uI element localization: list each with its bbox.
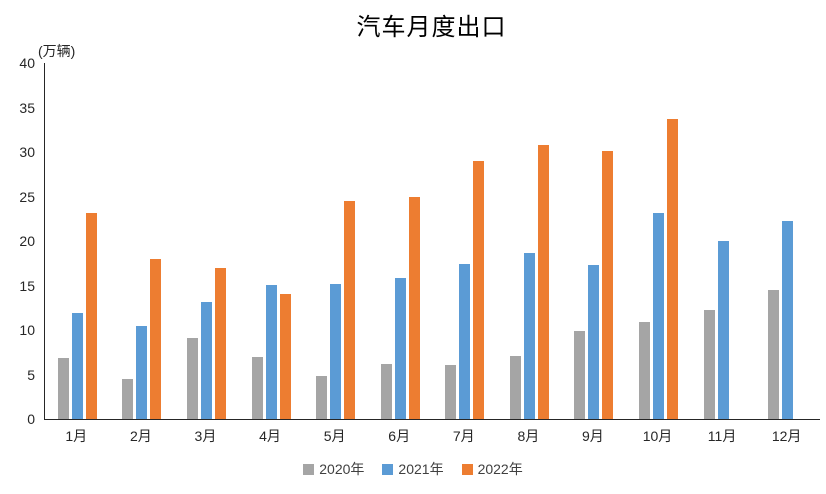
bar-series-2-month-8 bbox=[523, 252, 535, 419]
y-tick-label-20: 20 bbox=[19, 233, 35, 249]
bar-series-2-month-9 bbox=[588, 265, 600, 419]
bar-group-month-10 bbox=[626, 63, 691, 419]
x-tick-label-7: 7月 bbox=[452, 428, 475, 444]
x-tick-label-12: 12月 bbox=[771, 428, 802, 444]
bar-group-month-1 bbox=[45, 63, 110, 419]
bar-series-3-month-4 bbox=[279, 293, 291, 419]
bar-series-2-month-12 bbox=[782, 221, 794, 419]
bar-series-2-month-10 bbox=[652, 213, 664, 419]
bar-series-2-month-1 bbox=[71, 313, 83, 419]
legend-label: 2021年 bbox=[398, 461, 444, 477]
bar-group-month-3 bbox=[174, 63, 239, 419]
bar-group-month-11 bbox=[691, 63, 756, 419]
bar-series-1-month-10 bbox=[638, 322, 650, 419]
bar-series-3-month-2 bbox=[150, 258, 162, 419]
x-tick-label-4: 4月 bbox=[259, 428, 281, 444]
bar-series-3-month-3 bbox=[214, 267, 226, 419]
x-tick-label-11: 11月 bbox=[707, 428, 737, 444]
plot-area bbox=[44, 63, 820, 420]
y-tick-label-30: 30 bbox=[19, 144, 35, 160]
x-tick-label-8: 8月 bbox=[517, 428, 540, 444]
legend-label: 2022年 bbox=[477, 461, 523, 477]
legend-swatch-icon bbox=[461, 463, 473, 475]
bar-series-1-month-4 bbox=[251, 356, 263, 419]
bar-group-month-2 bbox=[110, 63, 175, 419]
y-tick-label-40: 40 bbox=[19, 55, 35, 71]
y-tick-label-5: 5 bbox=[27, 366, 35, 383]
y-axis-unit-label: (万辆) bbox=[38, 43, 76, 59]
legend-swatch-icon bbox=[303, 463, 315, 475]
bar-series-2-month-5 bbox=[330, 283, 342, 419]
bar-series-1-month-5 bbox=[316, 376, 328, 419]
legend-label: 2020年 bbox=[319, 461, 365, 477]
bar-series-1-month-6 bbox=[380, 363, 392, 419]
legend-item-1: 2020年 bbox=[303, 459, 364, 479]
legend-swatch-icon bbox=[382, 463, 394, 475]
chart-title: 汽车月度出口 bbox=[356, 15, 507, 41]
y-axis-labels: 40 35 30 25 20 15 10 5 0 bbox=[0, 0, 35, 440]
bar-series-3-month-7 bbox=[473, 160, 485, 419]
y-tick-label-35: 35 bbox=[19, 99, 35, 116]
bar-group-month-9 bbox=[562, 63, 627, 419]
bar-group-month-6 bbox=[368, 63, 433, 419]
bar-series-1-month-3 bbox=[186, 338, 198, 419]
y-tick-label-25: 25 bbox=[19, 188, 35, 205]
bar-series-2-month-6 bbox=[394, 278, 406, 419]
bar-series-3-month-10 bbox=[666, 119, 678, 419]
x-tick-label-5: 5月 bbox=[323, 428, 346, 444]
x-tick-label-2: 2月 bbox=[129, 428, 152, 444]
bar-series-1-month-1 bbox=[57, 357, 69, 419]
bar-series-1-month-2 bbox=[122, 378, 134, 419]
y-tick-label-10: 10 bbox=[19, 322, 35, 338]
x-tick-label-9: 9月 bbox=[582, 428, 604, 444]
bar-series-1-month-11 bbox=[703, 310, 715, 419]
bar-series-2-month-4 bbox=[265, 284, 277, 419]
bar-group-month-5 bbox=[303, 63, 368, 419]
bar-series-3-month-1 bbox=[85, 212, 97, 419]
bar-series-2-month-2 bbox=[136, 325, 148, 419]
x-tick-label-1: 1月 bbox=[65, 428, 88, 444]
legend-item-3: 2022年 bbox=[461, 459, 523, 479]
bar-series-1-month-12 bbox=[768, 290, 780, 419]
x-tick-label-10: 10月 bbox=[642, 428, 673, 444]
bar-series-3-month-9 bbox=[602, 151, 614, 419]
bar-series-2-month-11 bbox=[717, 241, 729, 419]
legend-item-2: 2021年 bbox=[382, 459, 444, 479]
bar-series-3-month-8 bbox=[537, 144, 549, 419]
bar-group-month-12 bbox=[755, 63, 820, 419]
x-tick-label-6: 6月 bbox=[388, 428, 411, 444]
bar-series-1-month-8 bbox=[509, 355, 521, 419]
bar-group-month-8 bbox=[497, 63, 562, 419]
legend: 2020年 2021年 2022年 bbox=[0, 459, 826, 479]
bar-series-1-month-7 bbox=[445, 364, 457, 419]
y-tick-label-15: 15 bbox=[19, 277, 35, 294]
x-tick-label-3: 3月 bbox=[194, 428, 217, 444]
bar-series-2-month-3 bbox=[200, 301, 212, 419]
bar-series-1-month-9 bbox=[574, 330, 586, 419]
bar-series-3-month-6 bbox=[408, 197, 420, 419]
y-tick-label-0: 0 bbox=[27, 411, 35, 427]
bar-series-3-month-5 bbox=[344, 200, 356, 419]
x-axis-labels: 1月 2月 3月 4月 5月 6月 7月 8月 9月 10月 11月 12月 bbox=[44, 426, 819, 446]
bar-group-month-7 bbox=[432, 63, 497, 419]
bar-group-month-4 bbox=[239, 63, 304, 419]
bar-series-2-month-7 bbox=[459, 264, 471, 419]
